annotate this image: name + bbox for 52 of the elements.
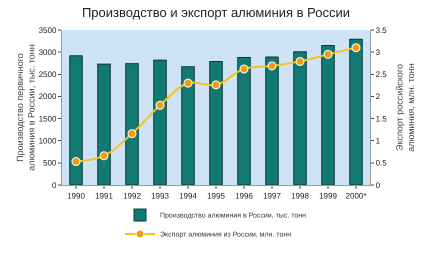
point <box>240 64 248 74</box>
y2-tick-label: 0 <box>376 180 381 190</box>
point <box>352 43 360 52</box>
bar <box>265 56 279 185</box>
y2-tick-label: 2.5 <box>376 70 388 80</box>
point <box>156 100 164 110</box>
bar <box>153 60 167 185</box>
point <box>128 129 136 138</box>
y2-axis-title: Экспорт российского алюминия, млн. тонн <box>394 63 416 152</box>
x-tick-label: 1998 <box>291 192 310 201</box>
bar <box>125 63 139 185</box>
y-tick-label: 500 <box>43 158 57 168</box>
y-tick-label: 1000 <box>38 136 57 146</box>
x-tick-label: 1999 <box>319 192 338 201</box>
point <box>100 151 108 160</box>
y2-tick-label: 1 <box>376 136 381 146</box>
y-axis-title: Производство первичного алюминия в России, тыс. тонн <box>14 44 37 171</box>
bar <box>209 60 223 185</box>
x-tick-label: 2000* <box>346 192 366 201</box>
x-tick-label: 1996 <box>235 192 254 201</box>
x-tick-label: 1993 <box>151 192 170 201</box>
y2-tick-label: 3.5 <box>376 26 388 35</box>
y2-tick-label: 1.5 <box>376 114 388 124</box>
y-tick-label: 2000 <box>38 92 57 102</box>
x-tick-label: 1994 <box>179 192 198 201</box>
point <box>184 78 192 88</box>
bar <box>237 56 251 185</box>
x-tick-label: 1992 <box>123 192 142 201</box>
bar <box>181 66 195 185</box>
point <box>268 61 276 70</box>
point <box>324 50 332 59</box>
point <box>72 157 80 166</box>
bar <box>97 64 111 185</box>
bar <box>69 55 83 185</box>
bar <box>321 45 335 185</box>
y-tick-label: 2500 <box>38 70 57 80</box>
chart-title: Производство и экспорт алюминия в России <box>82 4 350 20</box>
y-tick-label: 3000 <box>38 48 57 57</box>
y2-tick-label: 0.5 <box>376 158 388 168</box>
x-tick-label: 1990 <box>67 192 86 201</box>
y2-tick-label: 2 <box>376 92 381 102</box>
x-tick-label: 1997 <box>263 192 282 201</box>
point <box>212 80 220 90</box>
y-tick-label: 1500 <box>38 114 57 124</box>
y-tick-label: 0 <box>52 180 57 190</box>
bar <box>293 51 307 185</box>
x-tick-label: 1995 <box>207 192 226 201</box>
y2-tick-label: 3 <box>376 48 381 57</box>
y-tick-label: 3500 <box>38 26 57 35</box>
x-tick-label: 1991 <box>95 192 114 201</box>
point <box>296 56 304 66</box>
bar <box>349 38 363 185</box>
